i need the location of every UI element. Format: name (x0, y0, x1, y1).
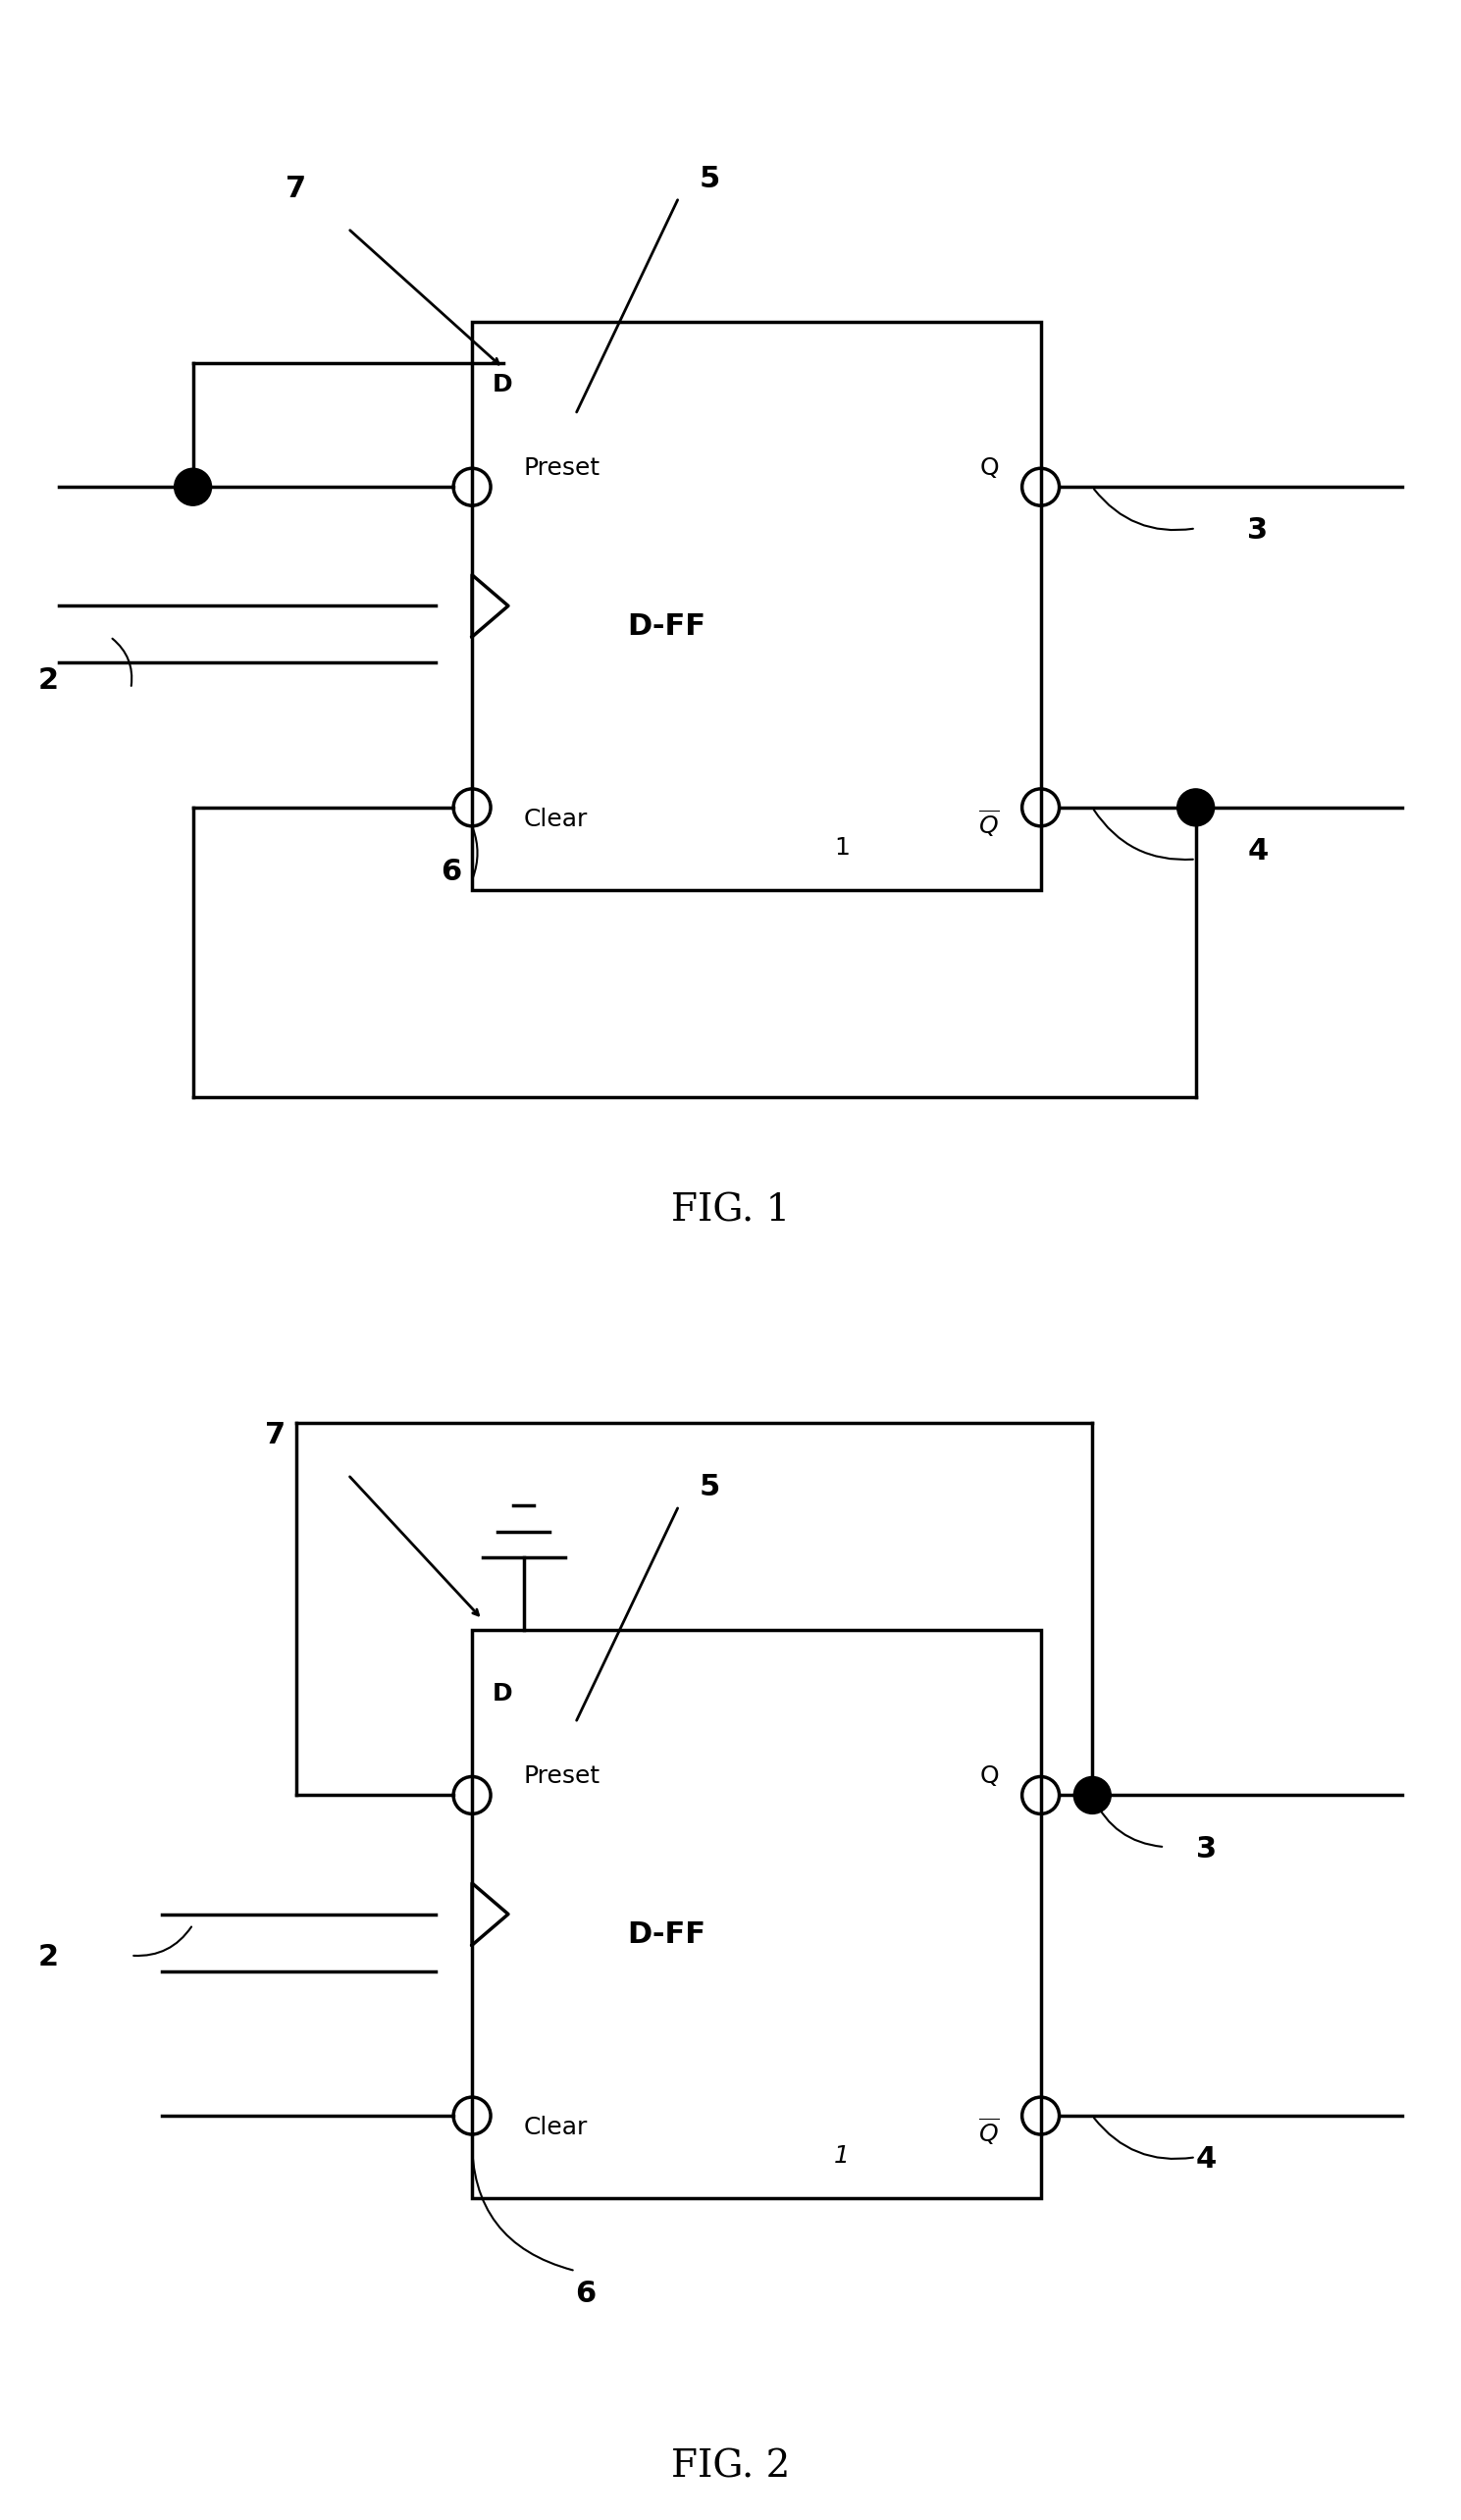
Text: $\overline{Q}$: $\overline{Q}$ (977, 2117, 999, 2147)
Circle shape (1074, 1777, 1110, 1814)
Text: 3: 3 (1248, 517, 1268, 544)
Text: Q: Q (980, 1764, 999, 1787)
FancyBboxPatch shape (472, 1630, 1040, 2197)
Text: D: D (492, 1681, 513, 1706)
Text: 6: 6 (441, 857, 462, 885)
Text: 7: 7 (286, 174, 307, 204)
Text: 5: 5 (700, 1472, 720, 1502)
Text: 3: 3 (1195, 1835, 1217, 1862)
Text: 7: 7 (266, 1421, 286, 1449)
Circle shape (174, 469, 212, 507)
Text: D-FF: D-FF (627, 612, 706, 640)
Text: 5: 5 (700, 164, 720, 194)
Text: 2: 2 (38, 1943, 58, 1971)
Text: Clear: Clear (523, 806, 587, 832)
Circle shape (1178, 789, 1214, 827)
Text: 2: 2 (38, 665, 58, 696)
Text: Q: Q (980, 456, 999, 479)
Text: FIG. 1: FIG. 1 (671, 1192, 790, 1230)
Text: Preset: Preset (523, 1764, 600, 1787)
FancyBboxPatch shape (472, 323, 1040, 890)
Text: Clear: Clear (523, 2117, 587, 2139)
Text: 6: 6 (576, 2278, 596, 2308)
Text: 4: 4 (1195, 2145, 1217, 2172)
Text: FIG. 2: FIG. 2 (671, 2449, 790, 2485)
Text: 1: 1 (834, 2145, 849, 2167)
Text: $\overline{Q}$: $\overline{Q}$ (977, 806, 999, 839)
Text: 4: 4 (1248, 837, 1268, 864)
Text: Preset: Preset (523, 456, 600, 479)
Text: 1: 1 (834, 837, 849, 859)
Text: D-FF: D-FF (627, 1920, 706, 1948)
Text: D: D (492, 373, 513, 396)
